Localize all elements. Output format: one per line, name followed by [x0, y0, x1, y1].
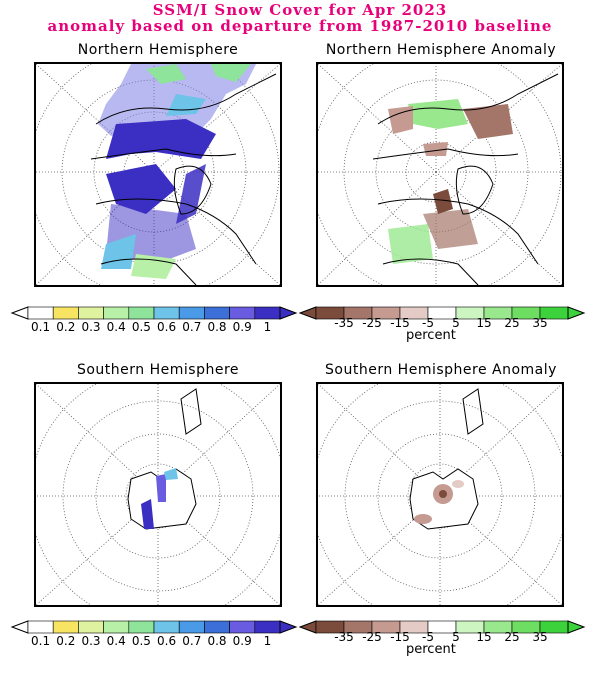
colorbar-swatch	[52, 620, 79, 634]
anomaly-tick-label: 25	[504, 316, 520, 330]
colorbar-swatch	[204, 620, 230, 634]
colorbar-swatch	[52, 306, 79, 320]
sh-cover-title: Southern Hemisphere	[76, 362, 240, 378]
cover-tick-label: 0.4	[106, 634, 126, 648]
anomaly-tick-label: 35	[532, 316, 548, 330]
anomaly-tick-label: 25	[504, 630, 520, 644]
colorbar-arrow-right	[279, 306, 298, 320]
cover-tick-label: 0.1	[31, 634, 51, 648]
anomaly-colorbar-top	[298, 306, 586, 320]
colorbar-swatch	[153, 620, 180, 634]
colorbar-swatch	[178, 306, 205, 320]
sh-snow-cover-map	[34, 382, 282, 607]
colorbar-arrow-right	[279, 620, 298, 634]
colorbar-swatch	[27, 306, 54, 320]
anomaly-tick-label: -25	[362, 630, 382, 644]
anomaly-tick-label: 5	[452, 316, 460, 330]
cover-tick-label: 0.5	[131, 320, 151, 334]
colorbar-swatch	[27, 620, 54, 634]
anomaly-tick-label: -15	[390, 630, 410, 644]
colorbar-swatch	[178, 620, 205, 634]
cover-tick-label: 0.9	[232, 320, 252, 334]
anomaly-tick-label: 35	[532, 630, 548, 644]
colorbar-swatch	[103, 306, 130, 320]
colorbar-arrow-left	[10, 620, 29, 634]
sh-anomaly-title: Southern Hemisphere Anomaly	[325, 362, 557, 378]
anomaly-tick-label: 15	[476, 630, 492, 644]
anomaly-tick-label: -5	[422, 316, 434, 330]
anomaly-unit-label-bottom: percent	[406, 642, 456, 657]
anomaly-colorbar-bottom	[298, 620, 586, 634]
cover-colorbar-top	[10, 306, 298, 320]
cover-tick-label: 0.1	[31, 320, 51, 334]
nh-cover-title: Northern Hemisphere	[77, 42, 239, 58]
colorbar-swatch	[204, 306, 230, 320]
anomaly-tick-label: -5	[422, 630, 434, 644]
nh-anomaly-map	[316, 62, 564, 287]
colorbar-arrow-right	[567, 306, 586, 320]
figure-title: SSM/I Snow Cover for Apr 2023	[152, 1, 448, 19]
anomaly-tick-label: -25	[362, 316, 382, 330]
cover-tick-label: 0.7	[182, 320, 202, 334]
colorbar-swatch	[254, 306, 281, 320]
anomaly-tick-label: -35	[334, 630, 354, 644]
colorbar-arrow-left	[298, 306, 317, 320]
cover-tick-label: 0.8	[207, 320, 227, 334]
cover-tick-label: 0.6	[157, 634, 177, 648]
cover-tick-label: 0.9	[232, 634, 252, 648]
colorbar-swatch	[153, 306, 180, 320]
colorbar-arrow-right	[567, 620, 586, 634]
colorbar-swatch	[128, 620, 155, 634]
cover-tick-label: 0.7	[182, 634, 202, 648]
cover-tick-label: 0.2	[56, 634, 76, 648]
sh-anomaly-map	[316, 382, 564, 607]
anomaly-tick-label: 15	[476, 316, 492, 330]
nh-anomaly-title: Northern Hemisphere Anomaly	[325, 42, 557, 58]
nh-snow-cover-map	[34, 62, 282, 287]
colorbar-arrow-left	[298, 620, 317, 634]
anomaly-tick-label: -35	[334, 316, 354, 330]
colorbar-swatch	[128, 306, 155, 320]
figure-subtitle: anomaly based on departure from 1987-201…	[47, 17, 553, 35]
anomaly-tick-label: 5	[452, 630, 460, 644]
cover-tick-label: 1	[263, 634, 272, 648]
cover-tick-label: 0.6	[157, 320, 177, 334]
colorbar-swatch	[254, 620, 281, 634]
colorbar-swatch	[78, 306, 104, 320]
colorbar-swatch	[103, 620, 130, 634]
colorbar-swatch	[229, 306, 256, 320]
cover-tick-label: 0.3	[81, 320, 101, 334]
cover-tick-label: 0.4	[106, 320, 126, 334]
cover-colorbar-bottom	[10, 620, 298, 634]
cover-tick-label: 1	[263, 320, 272, 334]
colorbar-arrow-left	[10, 306, 29, 320]
cover-tick-label: 0.2	[56, 320, 76, 334]
anomaly-tick-label: -15	[390, 316, 410, 330]
colorbar-swatch	[229, 620, 256, 634]
colorbar-swatch	[78, 620, 104, 634]
anomaly-unit-label-top: percent	[406, 328, 456, 343]
cover-tick-label: 0.8	[207, 634, 227, 648]
cover-tick-label: 0.3	[81, 634, 101, 648]
cover-tick-label: 0.5	[131, 634, 151, 648]
